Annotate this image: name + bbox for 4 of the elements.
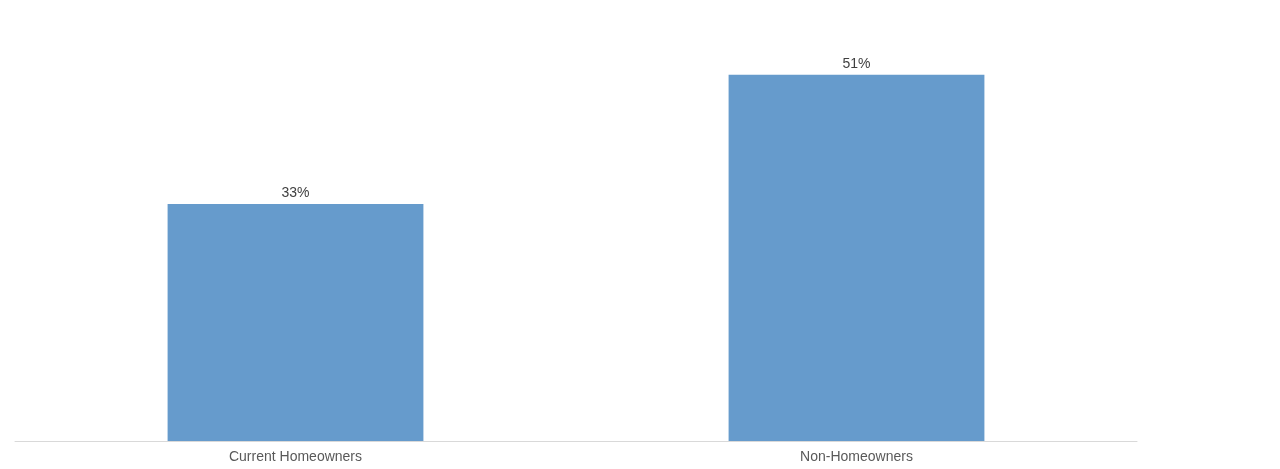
x-tick-label: Non-Homeowners — [800, 448, 913, 464]
x-tick-label: Current Homeowners — [228, 448, 363, 464]
data-label: 51% — [842, 54, 871, 71]
data-label: 33% — [281, 183, 310, 200]
